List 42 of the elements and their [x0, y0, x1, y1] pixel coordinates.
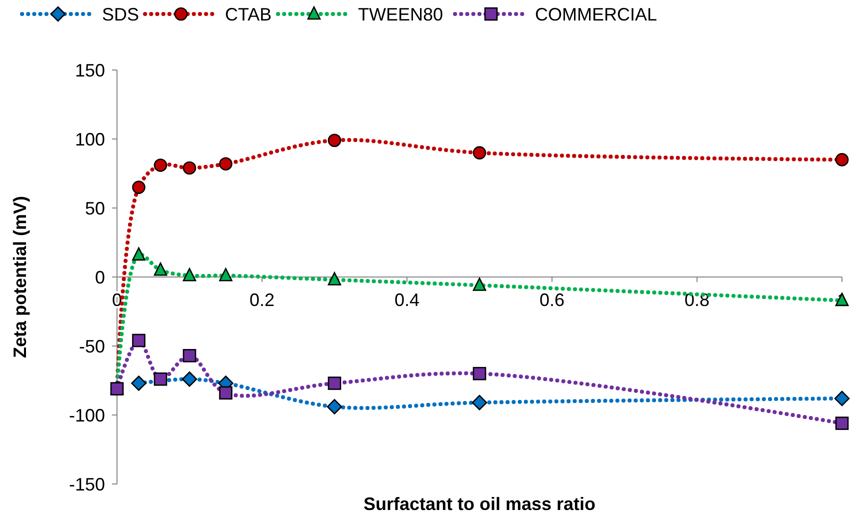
- legend-label: CTAB: [225, 4, 272, 24]
- point: [132, 334, 146, 348]
- point: [132, 180, 146, 194]
- point: [328, 272, 342, 286]
- point: [154, 158, 168, 172]
- y-tick-label: -50: [78, 336, 105, 356]
- point: [132, 247, 146, 261]
- x-tick-label: 0.4: [394, 290, 420, 310]
- y-tick-label: -150: [68, 474, 105, 494]
- point: [182, 268, 196, 282]
- y-tick-label: 100: [74, 129, 105, 150]
- point: [834, 390, 850, 406]
- point: [154, 372, 168, 386]
- y-tick-label: -100: [68, 405, 105, 426]
- point: [835, 416, 849, 430]
- point: [182, 371, 198, 387]
- point: [835, 292, 849, 306]
- y-axis-title: Zeta potential (mV): [10, 196, 30, 358]
- y-tick-label: 0: [94, 267, 105, 288]
- point: [472, 394, 488, 410]
- point: [154, 262, 168, 276]
- legend-label: TWEEN80: [358, 4, 444, 24]
- point: [472, 278, 486, 291]
- point: [219, 386, 232, 400]
- point: [835, 153, 849, 166]
- x-axis-title: Surfactant to oil mass ratio: [363, 494, 596, 514]
- y-tick-label: 50: [84, 198, 105, 218]
- point: [472, 366, 486, 380]
- point: [219, 268, 232, 282]
- legend-label: COMMERCIAL: [535, 4, 658, 24]
- point: [182, 161, 196, 175]
- point: [472, 146, 486, 160]
- x-tick-label: 0.2: [249, 290, 275, 310]
- point: [182, 349, 196, 362]
- y-tick-label: 150: [74, 60, 105, 80]
- point: [328, 376, 342, 390]
- legend-label: SDS: [102, 4, 140, 24]
- point: [219, 157, 232, 170]
- point: [326, 399, 342, 414]
- x-tick-label: 0.6: [539, 290, 565, 310]
- point: [328, 134, 342, 148]
- point: [131, 376, 146, 391]
